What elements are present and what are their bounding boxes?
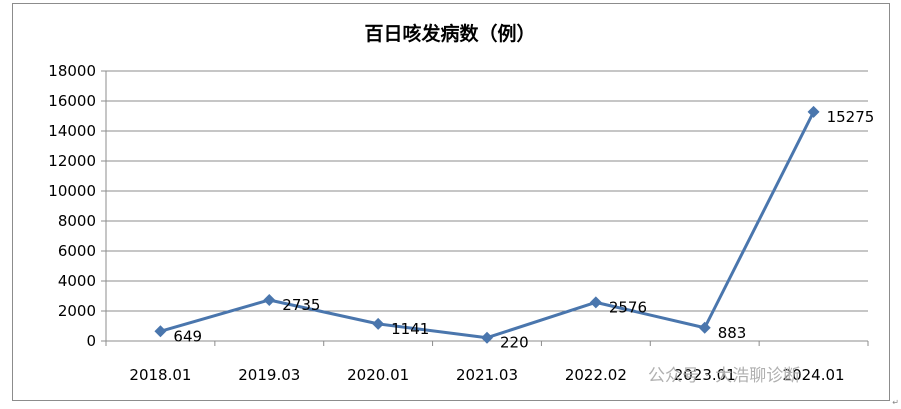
data-label: 2576 <box>609 298 647 316</box>
y-tick-label: 2000 <box>58 302 96 320</box>
x-tick-label: 2018.01 <box>129 366 191 384</box>
series-polyline <box>160 111 815 340</box>
y-tick-label: 18000 <box>48 62 96 80</box>
data-label: 220 <box>500 334 529 352</box>
y-axis: 0 2000 4000 6000 8000 10000 12000 14000 16000 180… <box>48 62 107 350</box>
data-point-marker <box>263 293 276 306</box>
corner-mark: ↵ <box>892 398 899 407</box>
data-point-marker <box>589 296 602 309</box>
y-tick-label: 14000 <box>48 122 96 140</box>
data-label: 1141 <box>391 320 429 338</box>
data-point-marker <box>481 331 493 344</box>
gridlines <box>106 70 868 342</box>
data-point-marker <box>807 105 820 118</box>
series-line <box>154 105 820 344</box>
y-tick-label: 8000 <box>58 212 96 230</box>
data-label: 2735 <box>282 296 320 314</box>
data-point-marker <box>698 321 711 334</box>
y-tick-label: 12000 <box>48 152 96 170</box>
y-tick-label: 10000 <box>48 182 96 200</box>
x-axis: 2018.01 2019.03 2020.01 2021.03 2022.02 2023.… <box>105 341 869 384</box>
y-tick-label: 0 <box>86 332 96 350</box>
x-tick-label: 2021.03 <box>456 366 518 384</box>
y-tick-label: 4000 <box>58 272 96 290</box>
data-point-marker <box>372 317 385 330</box>
x-tick-label: 2022.02 <box>565 366 627 384</box>
data-label: 883 <box>718 324 747 342</box>
chart-title: 百日咳发病数（例） <box>364 22 535 45</box>
x-tick-label: 2019.03 <box>238 366 300 384</box>
x-tick-label: 2024.01 <box>783 366 845 384</box>
x-tick-label: 2020.01 <box>347 366 409 384</box>
data-point-marker <box>154 325 167 338</box>
y-tick-label: 6000 <box>58 242 96 260</box>
y-tick-label: 16000 <box>48 92 96 110</box>
watermark-text: 公众号 · 大浩聊诊断 <box>648 366 800 386</box>
x-tick-label: 2023.01 <box>674 366 736 384</box>
data-labels: 649 2735 1141 220 2576 883 15275 <box>173 108 874 352</box>
data-label: 15275 <box>827 108 875 126</box>
data-label: 649 <box>173 327 202 345</box>
